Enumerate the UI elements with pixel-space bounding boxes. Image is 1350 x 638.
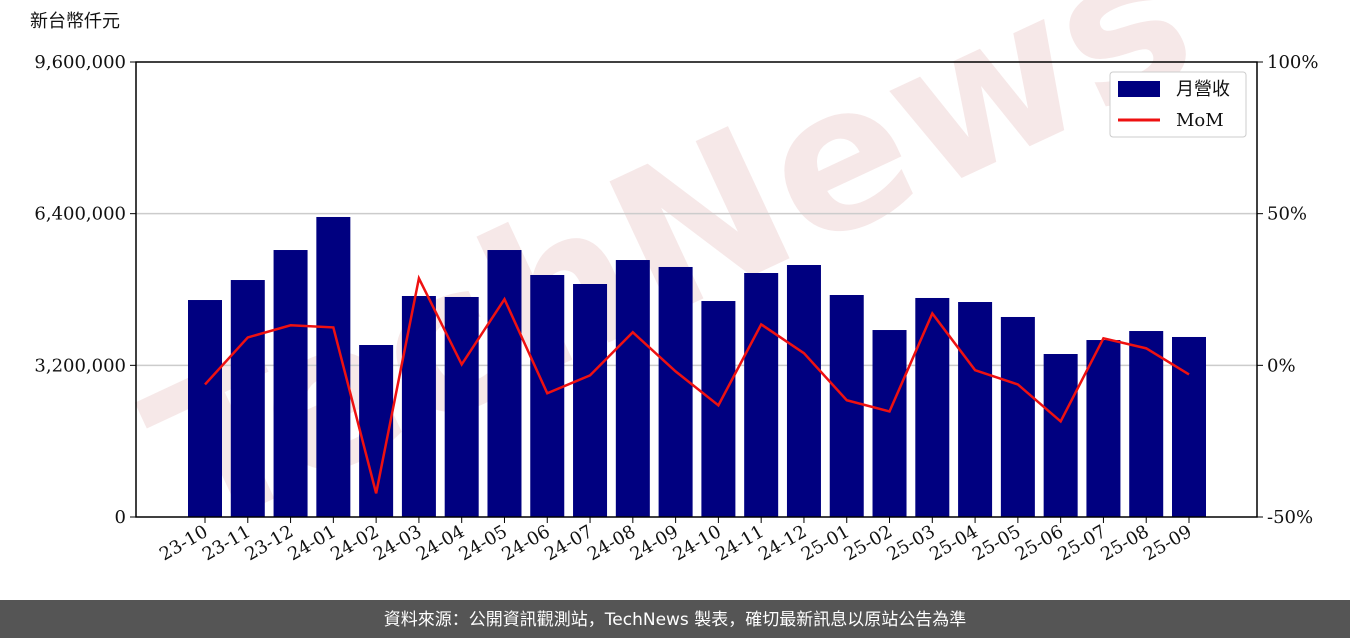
y2-tick-label: 0% (1267, 355, 1296, 376)
bar (316, 216, 351, 517)
x-tick-label: 24-02 (327, 521, 382, 565)
legend-label: 月營收 (1176, 79, 1230, 100)
bar (915, 297, 950, 517)
x-tick-label: 24-06 (498, 521, 553, 565)
legend-label: MoM (1176, 110, 1224, 131)
bar (658, 266, 693, 517)
x-tick-label: 25-09 (1140, 521, 1195, 565)
legend-swatch (1118, 81, 1160, 97)
x-tick-label: 24-03 (370, 521, 425, 565)
x-tick-label: 25-02 (841, 521, 896, 565)
bar (273, 250, 308, 517)
footer: 資料來源：公開資訊觀測站，TechNews 製表，確切最新訊息以原站公告為準 (384, 610, 966, 630)
x-tick-label: 24-08 (584, 521, 639, 565)
x-tick-label: 25-05 (969, 521, 1024, 565)
x-tick-label: 25-06 (1012, 521, 1067, 565)
y-tick-label: 0 (115, 507, 126, 528)
line (204, 274, 1190, 494)
bar (744, 273, 779, 517)
x-tick-label: 24-05 (456, 521, 511, 565)
footer-bar (0, 600, 1350, 638)
x-tick-label: 25-07 (1054, 521, 1109, 565)
bar (444, 296, 479, 517)
y-tick-label: 9,600,000 (34, 52, 126, 73)
x-tick-label: 25-01 (798, 521, 853, 565)
x-tick-label: 25-04 (926, 521, 981, 565)
x-tick-label: 24-12 (755, 521, 810, 565)
x-tick-label: 24-07 (541, 521, 596, 565)
plot-frame (135, 61, 1258, 518)
x-tick-label: 23-10 (156, 521, 211, 565)
y2-tick-label: 100% (1267, 52, 1318, 73)
bar (786, 264, 821, 517)
x-tick-label: 25-08 (1097, 521, 1152, 565)
y-tick-label: 3,200,000 (34, 355, 126, 376)
x-tick-label: 24-09 (627, 521, 682, 565)
bar (401, 295, 436, 517)
bar (701, 301, 736, 517)
y2-tick-label: 50% (1267, 204, 1307, 225)
y-tick-label: 6,400,000 (34, 204, 126, 225)
bar (1129, 331, 1164, 517)
bar (1172, 336, 1206, 517)
bar (188, 300, 222, 517)
bar (1000, 316, 1035, 517)
x-tick-label: 24-11 (712, 521, 767, 565)
bar (615, 260, 650, 517)
bar (487, 250, 522, 517)
bar (872, 330, 907, 517)
x-tick-label: 24-10 (669, 521, 724, 565)
y-axis-label: 新台幣仟元 (30, 11, 120, 32)
bar (958, 302, 993, 517)
x-tick-label: 24-04 (413, 521, 468, 565)
x-tick-label: 25-03 (883, 521, 938, 565)
bar (1043, 354, 1078, 517)
bar (573, 284, 608, 517)
bar (530, 274, 565, 517)
bar (230, 280, 265, 517)
bar (1086, 340, 1121, 517)
bar (829, 294, 864, 517)
y2-tick-label: -50% (1267, 507, 1313, 528)
